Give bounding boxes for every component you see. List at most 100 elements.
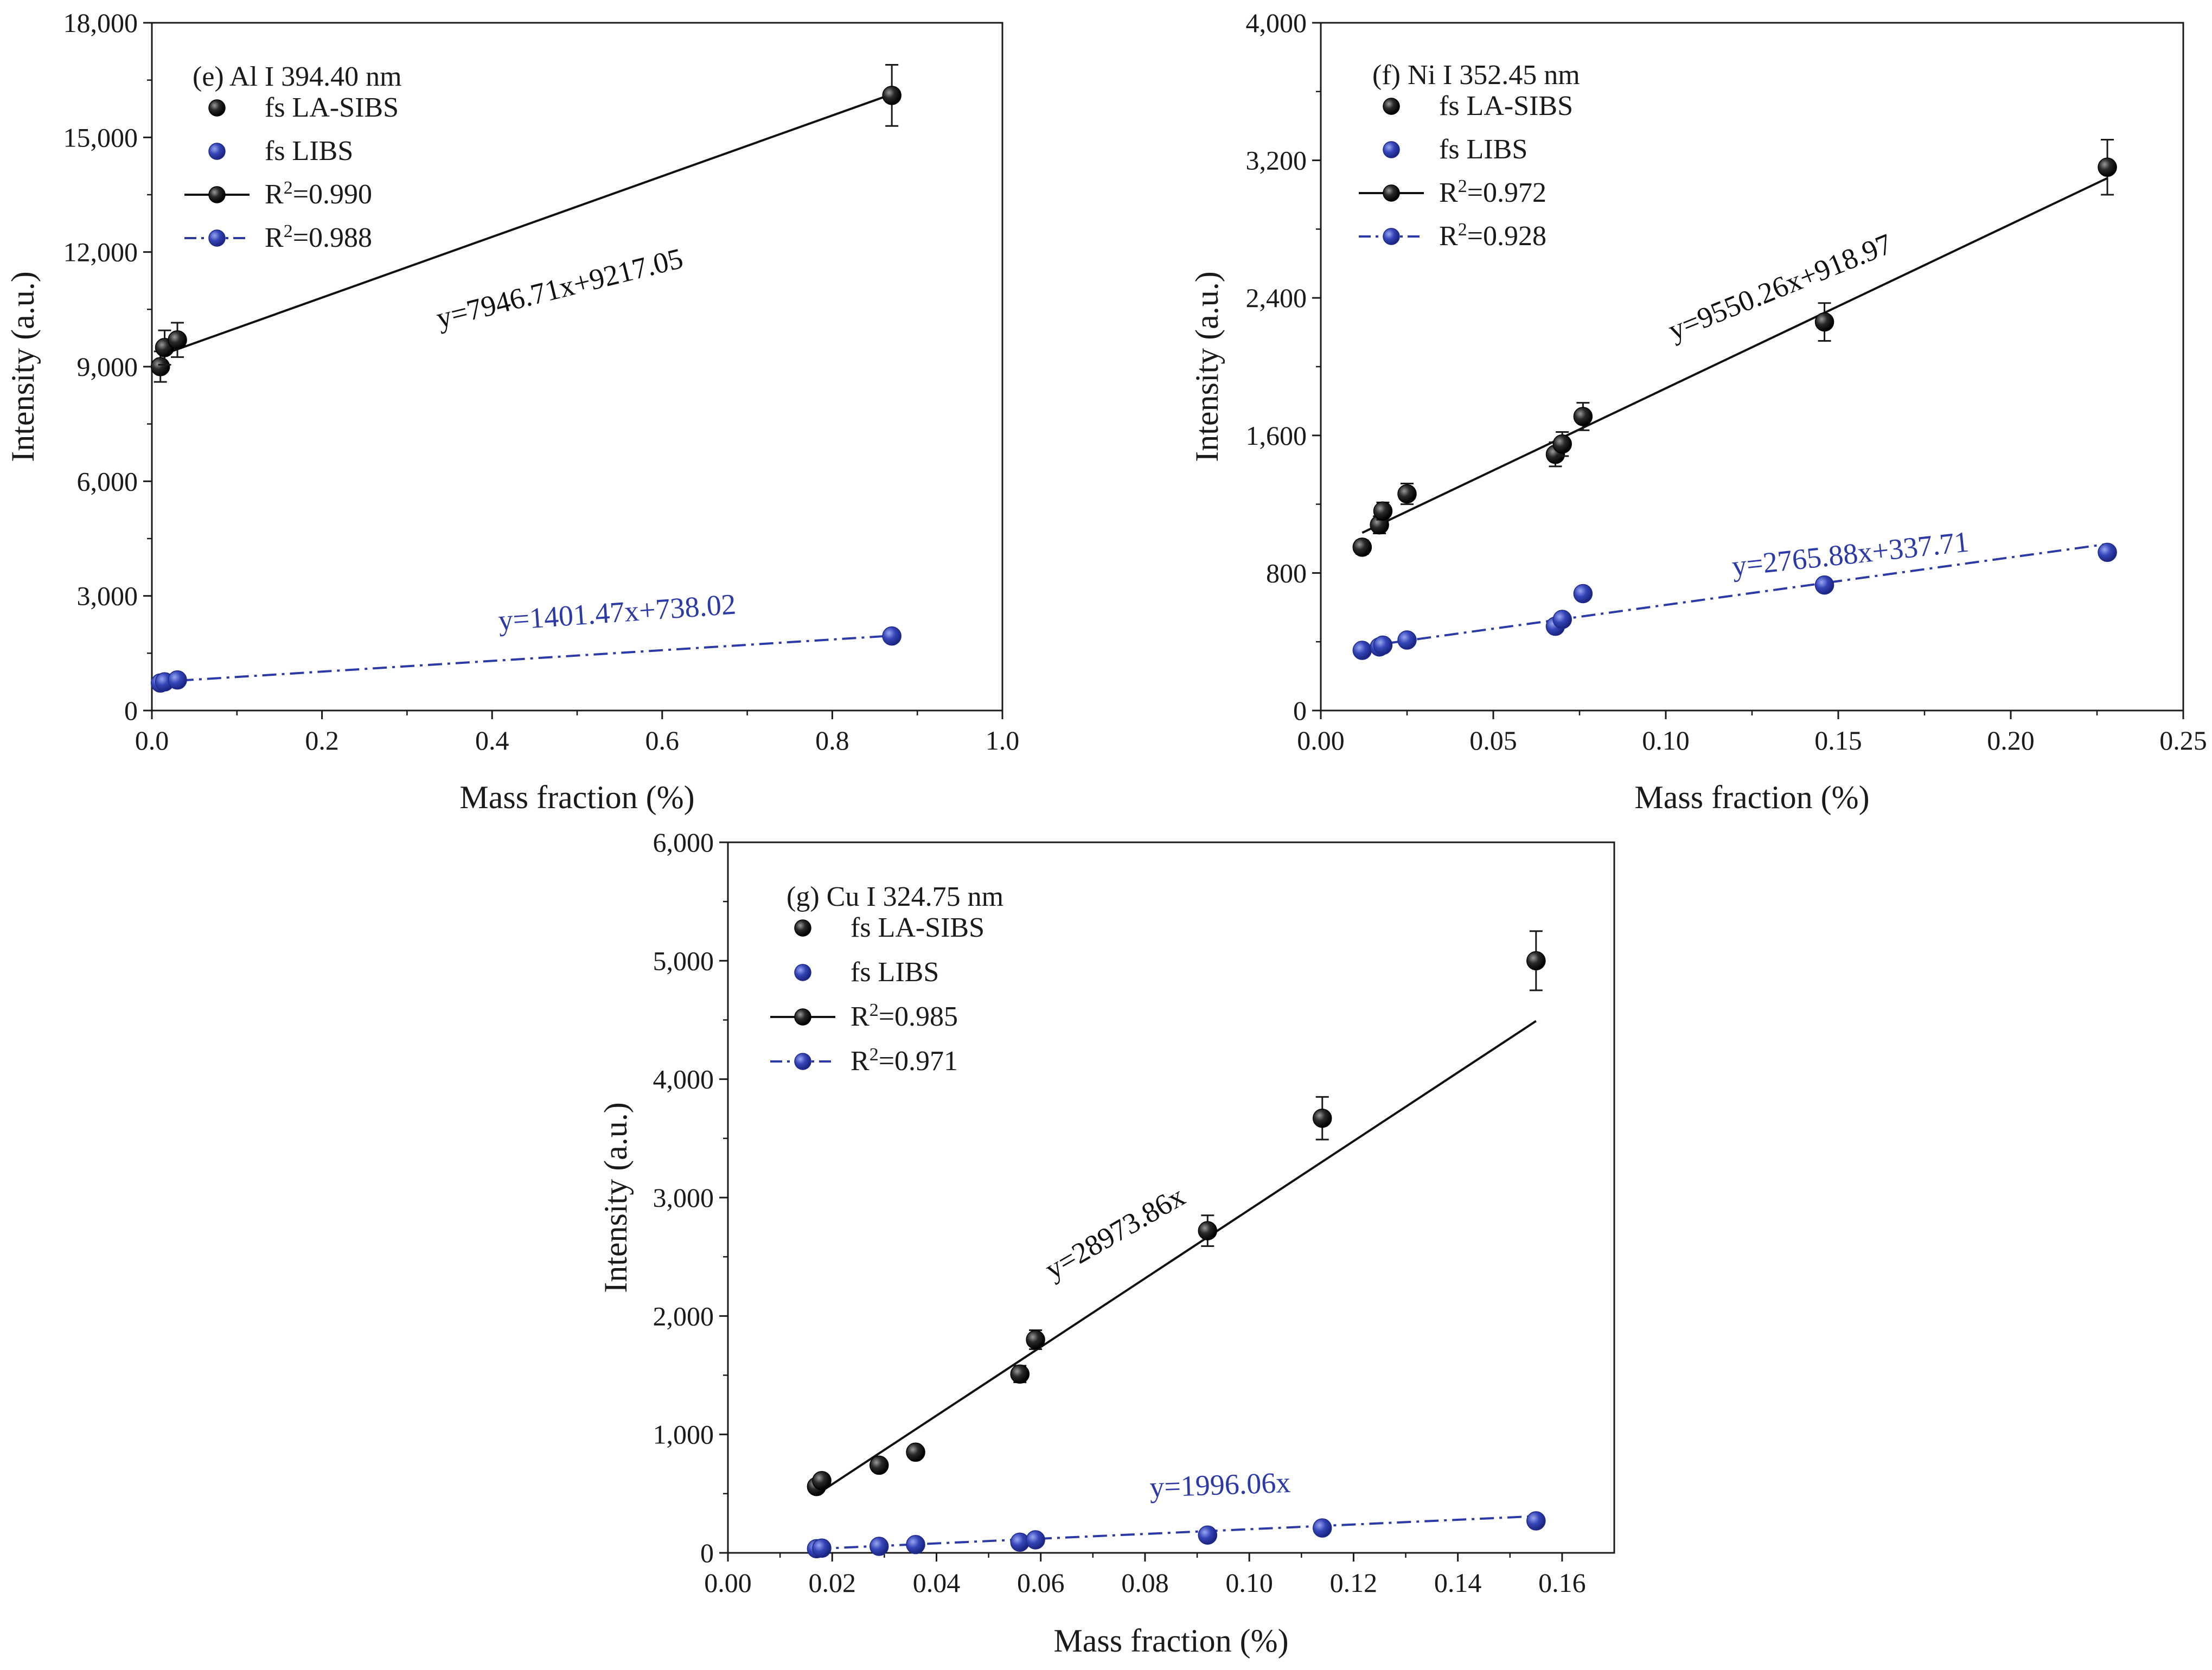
data-point [1352,538,1372,557]
data-point [168,330,187,350]
legend-marker [794,919,811,937]
y-axis-label: Intensity (a.u.) [598,1102,634,1293]
x-tick-label: 0.2 [305,725,339,756]
x-tick-label: 0.00 [704,1567,752,1598]
legend-marker [208,99,226,117]
x-tick-label: 1.0 [986,725,1020,756]
data-point [1312,1518,1332,1538]
legend-fit-label: R2=0.988 [265,221,372,254]
x-tick-label: 0.14 [1434,1567,1482,1598]
fit-equation: y=1401.47x+738.02 [497,587,737,636]
data-point [882,626,902,646]
x-tick-label: 0.15 [1814,725,1862,756]
y-tick-label: 18,000 [63,8,138,38]
x-tick-label: 0.0 [135,725,169,756]
data-point [1198,1221,1218,1240]
y-axis-label: Intensity (a.u.) [1189,271,1225,462]
legend-fit-label: R2=0.971 [851,1045,958,1077]
x-tick-label: 0.16 [1538,1567,1586,1598]
fit-equation: y=2765.88x+337.71 [1730,525,1971,583]
y-tick-label: 6,000 [653,827,714,858]
chart-panel-cu: 0.00 0.02 0.04 0.06 0.08 0.10 0.12 0.14 0.16 0 1,0… [598,827,1615,1659]
data-point [1814,575,1834,595]
fit-line [151,635,892,684]
data-point [1010,1364,1030,1384]
x-tick-label: 0.8 [815,725,849,756]
x-tick-label: 0.08 [1121,1567,1169,1598]
data-point [1397,484,1417,504]
data-point [1373,635,1393,655]
data-point [1352,641,1372,660]
legend-label: fs LA-SIBS [265,92,399,123]
chart-panel-al: 0.0 0.2 0.4 0.6 0.8 1.0 0 3,000 6,000 9,000 12,000… [5,8,1019,815]
y-tick-label: 1,600 [1246,420,1307,451]
data-point [906,1534,925,1554]
fit-line [1361,177,2108,534]
y-tick-label: 3,200 [1246,145,1307,176]
x-tick-label: 0.10 [1642,725,1690,756]
legend-fit-label: R2=0.972 [1439,176,1546,209]
legend-marker [208,186,226,203]
legend-label: fs LIBS [1439,134,1527,165]
legend-label: fs LIBS [265,136,353,167]
data-point [1198,1525,1218,1545]
fit-line [160,93,892,356]
data-point [812,1538,832,1558]
y-tick-label: 4,000 [653,1064,714,1095]
data-point [1526,951,1546,971]
data-point [906,1442,925,1462]
data-point [1552,610,1572,629]
y-axis-label: Intensity (a.u.) [5,271,41,462]
fit-line [816,1515,1536,1550]
x-tick-label: 0.12 [1330,1567,1378,1598]
x-tick-label: 0.02 [808,1567,856,1598]
data-point [882,86,902,105]
y-tick-label: 0 [700,1538,714,1568]
legend-label: fs LA-SIBS [1439,91,1573,121]
legend-fit-label: R2=0.928 [1439,220,1546,252]
legend-fit-label: R2=0.990 [265,178,372,210]
panel-title: (e) Al I 394.40 nm [193,61,402,92]
data-point [869,1455,889,1475]
y-tick-label: 6,000 [77,466,138,496]
x-tick-label: 0.4 [475,725,509,756]
y-tick-label: 2,000 [653,1301,714,1331]
y-tick-label: 1,000 [653,1419,714,1450]
data-point [869,1537,889,1556]
fit-equation: y=28973.86x [1039,1180,1191,1285]
y-tick-label: 3,000 [77,581,138,611]
legend-marker [208,229,226,247]
y-tick-label: 15,000 [63,122,138,152]
x-tick-label: 0.06 [1017,1567,1065,1598]
x-tick-label: 0.10 [1225,1567,1273,1598]
data-point [1026,1530,1045,1550]
legend-fit-label: R2=0.985 [851,1000,958,1033]
chart-panel-ni: 0.00 0.05 0.10 0.15 0.20 0.25 0 800 1,600 2,400 3,… [1189,8,2207,815]
fit-equation: y=1996.06x [1149,1466,1291,1503]
y-tick-label: 3,000 [653,1182,714,1213]
y-tick-label: 800 [1266,558,1307,588]
y-tick-label: 0 [1293,695,1307,726]
data-point [1026,1330,1045,1349]
x-axis-label: Mass fraction (%) [1053,1623,1288,1659]
legend-marker [794,1008,811,1026]
data-point [1397,630,1417,650]
x-tick-label: 0.00 [1297,725,1345,756]
x-axis-label: Mass fraction (%) [459,779,694,815]
data-point [812,1471,832,1490]
legend-marker [1383,141,1400,158]
y-tick-label: 4,000 [1246,8,1307,38]
x-axis-label: Mass fraction (%) [1634,779,1869,815]
y-tick-label: 5,000 [653,945,714,976]
legend-marker [208,143,226,160]
legend-marker [794,1053,811,1070]
data-point [168,670,187,690]
x-tick-label: 0.20 [1987,725,2035,756]
data-point [2098,157,2117,177]
data-point [1312,1108,1332,1128]
legend-label: fs LIBS [851,957,939,988]
y-tick-label: 12,000 [63,237,138,267]
axes-frame [1320,22,2184,712]
panel-title: (g) Cu I 324.75 nm [787,881,1003,912]
x-tick-label: 0.6 [645,725,680,756]
